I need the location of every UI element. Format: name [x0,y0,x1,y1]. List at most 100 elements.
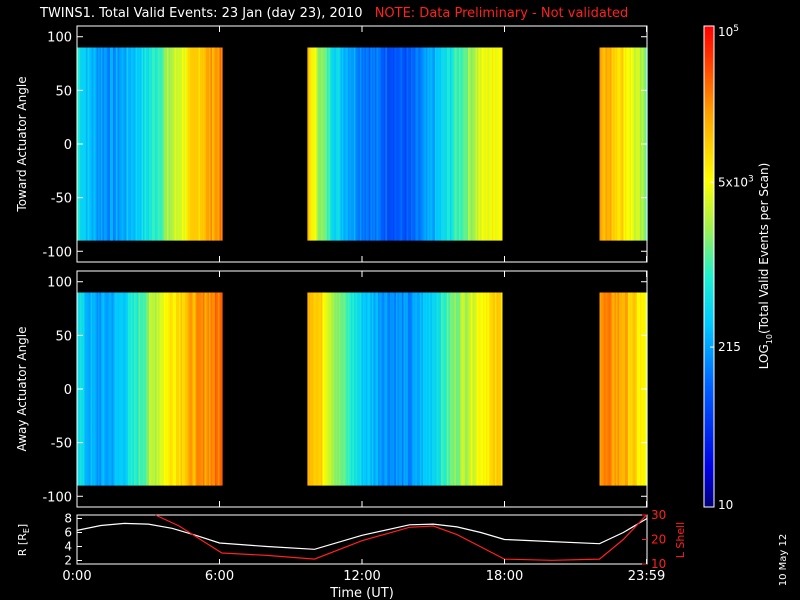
toward-heatmap [77,47,648,241]
heatmap-cell [117,47,120,241]
heatmap-cell [421,47,423,241]
heatmap-cell [201,47,204,241]
heatmap-cell [322,47,324,241]
heatmap-cell [147,47,150,241]
heatmap-cell [367,47,369,241]
heatmap-cell [140,47,142,241]
heatmap-cell [625,47,627,241]
heatmap-cell [170,292,172,486]
heatmap-cell [418,292,420,486]
heatmap-cell [186,292,189,486]
heatmap-cell [625,292,627,486]
heatmap-cell [422,47,425,241]
heatmap-cell [215,47,217,241]
heatmap-cell [362,292,365,486]
heatmap-cell [320,47,323,241]
heatmap-cell [395,47,398,241]
heatmap-cell [400,47,402,241]
heatmap-cell [466,292,468,486]
heatmap-cell [436,47,438,241]
heatmap-cell [610,292,612,486]
heatmap-cell [149,47,151,241]
heatmap-cell [180,292,183,486]
heatmap-cell [104,292,106,486]
heatmap-cell [334,292,336,486]
heatmap-cell [159,292,162,486]
heatmap-cell [374,292,377,486]
heatmap-cell [134,47,136,241]
heatmap-cell [192,47,195,241]
heatmap-cell [183,47,186,241]
colorbar-tick-label: 105 [718,24,739,39]
orbit-left-label-sub: E [22,528,31,533]
heatmap-cell [469,292,471,486]
heatmap-cell [185,292,187,486]
heatmap-cell [496,47,498,241]
orbit-frame [76,514,648,565]
heatmap-cell [380,292,383,486]
heatmap-cell [637,292,639,486]
heatmap-cell [361,292,363,486]
heatmap-cell [188,47,190,241]
heatmap-cell [439,292,441,486]
heatmap-cell [131,292,133,486]
heatmap-cell [200,292,202,486]
heatmap-cell [614,47,617,241]
heatmap-cell [376,47,378,241]
heatmap-cell [605,47,608,241]
heatmap-cell [464,292,467,486]
heatmap-cell [168,47,171,241]
heatmap-cell [608,292,611,486]
heatmap-cell [102,47,105,241]
colorbar-label-rest: (Total Valid Events per Scan) [757,163,771,334]
heatmap-cell [120,292,123,486]
heatmap-cell [409,47,411,241]
heatmap-cell [623,292,626,486]
heatmap-cell [317,292,320,486]
heatmap-cell [466,47,468,241]
heatmap-cell [149,292,151,486]
heatmap-cell [398,292,401,486]
heatmap-cell [337,47,339,241]
heatmap-cell [632,47,635,241]
heatmap-cell [478,47,480,241]
heatmap-cell [431,292,434,486]
away-x-ticks [76,271,648,507]
x-tick-label: 12:00 [343,569,380,584]
away-panel: 100 50 0 -50 -100 Away Actuator Angle [15,270,648,508]
heatmap-cell [421,292,423,486]
heatmap-cell [219,47,222,241]
heatmap-cell [635,47,638,241]
left-tick-label: 2 [64,554,72,568]
heatmap-cell [463,47,465,241]
heatmap-cell [353,47,356,241]
colorbar-gradient [704,26,714,507]
heatmap-cell [359,47,362,241]
heatmap-cell [611,47,614,241]
heatmap-cell [476,47,479,241]
heatmap-cell [485,292,488,486]
heatmap-cell [195,292,198,486]
heatmap-cell [120,47,123,241]
heatmap-cell [328,47,330,241]
heatmap-cell [200,47,202,241]
heatmap-cell [99,292,102,486]
heatmap-cell [602,292,605,486]
heatmap-cell [167,47,169,241]
heatmap-cell [497,47,500,241]
date-stamp: 10 May 12 [778,534,789,586]
heatmap-cell [174,47,177,241]
heatmap-cell [446,292,449,486]
heatmap-cell [457,292,459,486]
y-tick-label: 50 [55,84,72,99]
heatmap-cell [448,292,450,486]
heatmap-cell [310,292,312,486]
tick-exponent: 3 [748,174,754,184]
tick-exponent: 5 [733,24,739,34]
heatmap-cell [353,292,356,486]
heatmap-cell [331,292,333,486]
heatmap-cell [179,47,181,241]
heatmap-cell [382,292,384,486]
heatmap-cell [343,47,345,241]
heatmap-cell [212,47,214,241]
